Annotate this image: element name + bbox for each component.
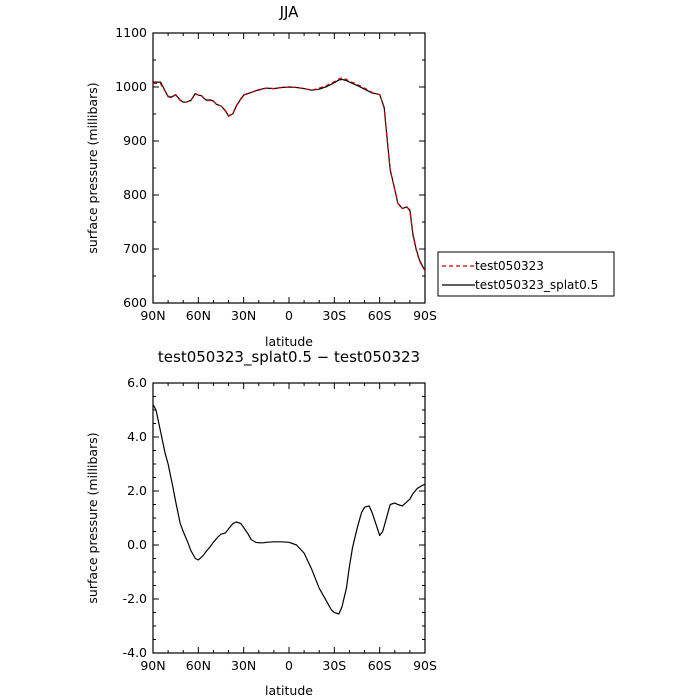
top-x-tick-label: 60S	[368, 308, 392, 323]
top-series-line-1	[152, 77, 426, 271]
bottom-x-tick-label: 90N	[140, 658, 165, 673]
top-y-tick-label: 1000	[115, 79, 147, 94]
bottom-x-tick-label: 60N	[186, 658, 211, 673]
top-y-axis-label: surface pressure (millibars)	[85, 82, 100, 253]
top-y-ticks: 600 700 800 900 1000 1100	[115, 25, 425, 310]
top-x-tick-label: 30S	[322, 308, 346, 323]
bottom-y-tick-label: 2.0	[127, 483, 147, 498]
top-plot-frame	[152, 32, 426, 304]
top-y-tick-label: 700	[123, 241, 147, 256]
top-x-tick-label: 90S	[413, 308, 437, 323]
bottom-x-tick-label: 30N	[231, 658, 256, 673]
bottom-plot-frame	[152, 382, 426, 654]
bottom-y-tick-label: -4.0	[123, 645, 147, 660]
top-y-tick-label: 900	[123, 133, 147, 148]
top-x-axis-label: latitude	[265, 334, 313, 349]
top-x-tick-label: 90N	[140, 308, 165, 323]
bottom-y-tick-label: 4.0	[127, 429, 147, 444]
bottom-series-line-1	[152, 404, 426, 615]
top-x-ticks: 90N 60N 30N 0 30S 60S 90S	[140, 33, 437, 323]
bottom-series	[152, 404, 426, 615]
top-panel: JJA 90N 60N 30N 0 30S 60S 90S 600 700 800 900 1000…	[85, 3, 437, 349]
bottom-x-tick-label: 30S	[322, 658, 346, 673]
bottom-x-tick-label: 0	[285, 658, 293, 673]
bottom-x-tick-label: 60S	[368, 658, 392, 673]
bottom-x-axis-label: latitude	[265, 683, 313, 698]
legend-label-series-2: test050323_splat0.5	[475, 278, 598, 292]
legend-label-series-1: test050323	[475, 259, 544, 273]
top-chart-title: JJA	[279, 3, 300, 21]
bottom-chart-title: test050323_splat0.5 − test050323	[158, 348, 420, 367]
top-y-tick-label: 1100	[115, 25, 147, 40]
bottom-y-ticks: -4.0 -2.0 0.0 2.0 4.0 6.0	[123, 375, 425, 660]
top-y-tick-label: 600	[123, 295, 147, 310]
bottom-y-axis-label: surface pressure (millibars)	[85, 432, 100, 603]
bottom-y-tick-label: -2.0	[123, 591, 147, 606]
bottom-y-tick-label: 0.0	[127, 537, 147, 552]
top-x-tick-label: 60N	[186, 308, 211, 323]
bottom-x-ticks: 90N 60N 30N 0 30S 60S 90S	[140, 383, 437, 673]
top-series	[152, 77, 426, 271]
top-x-tick-label: 30N	[231, 308, 256, 323]
top-y-tick-label: 800	[123, 187, 147, 202]
legend: test050323 test050323_splat0.5	[437, 251, 615, 297]
legend-box	[437, 251, 615, 297]
bottom-panel: test050323_splat0.5 − test050323 90N 60N 3…	[85, 348, 437, 698]
bottom-x-tick-label: 90S	[413, 658, 437, 673]
bottom-y-tick-label: 6.0	[127, 375, 147, 390]
top-x-tick-label: 0	[285, 308, 293, 323]
